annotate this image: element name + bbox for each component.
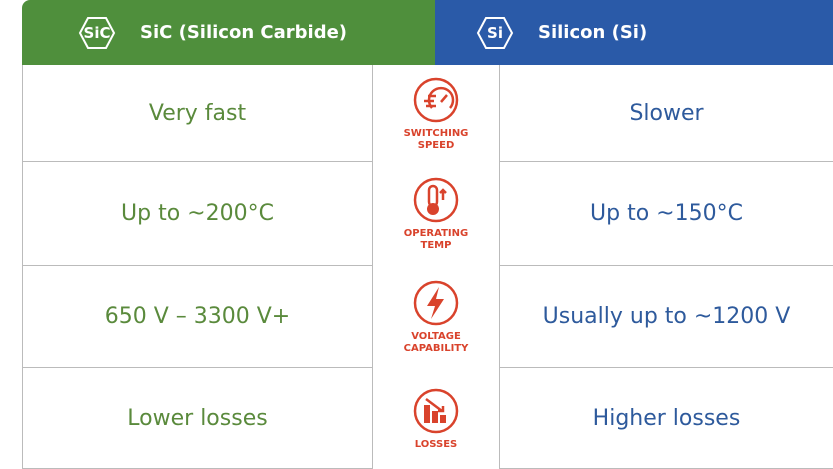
property-label-line: CAPABILITY bbox=[403, 343, 469, 354]
sic-cell: Lower losses bbox=[22, 368, 372, 469]
si-header: Si Silicon (Si) bbox=[435, 0, 833, 65]
property-label-line: OPERATING bbox=[403, 228, 469, 239]
property-icon bbox=[412, 76, 460, 124]
property-label: VOLTAGE CAPABILITY bbox=[404, 331, 469, 355]
sic-cell: Up to ~200°C bbox=[22, 162, 372, 266]
property-icon bbox=[412, 176, 460, 224]
sic-cell: 650 V – 3300 V+ bbox=[22, 266, 372, 368]
si-cell: Up to ~150°C bbox=[500, 162, 833, 266]
sic-header: SiC SiC (Silicon Carbide) bbox=[22, 0, 435, 65]
si-badge-text: Si bbox=[487, 23, 503, 42]
property: LOSSES bbox=[372, 368, 500, 469]
property-label-line: SWITCHING bbox=[403, 127, 469, 139]
sic-cell: Very fast bbox=[22, 65, 372, 162]
si-cell: Slower bbox=[500, 65, 833, 162]
property-icon bbox=[412, 279, 460, 327]
property-label-line: TEMP bbox=[420, 240, 452, 251]
property-label-line: LOSSES bbox=[414, 438, 458, 450]
property: SWITCHING SPEED bbox=[372, 65, 500, 162]
property-icon bbox=[412, 387, 460, 435]
sic-badge-text: SiC bbox=[83, 23, 111, 42]
sic-title: SiC (Silicon Carbide) bbox=[140, 22, 348, 43]
property-label-line: VOLTAGE bbox=[411, 331, 461, 342]
property: VOLTAGE CAPABILITY bbox=[372, 266, 500, 368]
property-label-line: SPEED bbox=[417, 139, 455, 151]
si-cell: Higher losses bbox=[500, 368, 833, 469]
property-label: OPERATING TEMP bbox=[404, 228, 468, 252]
sic-badge: SiC bbox=[72, 16, 122, 50]
si-badge: Si bbox=[470, 16, 520, 50]
property-label: SWITCHING SPEED bbox=[404, 128, 469, 152]
si-title: Silicon (Si) bbox=[538, 22, 648, 43]
property: OPERATING TEMP bbox=[372, 162, 500, 266]
property-label: LOSSES bbox=[415, 439, 458, 451]
si-cell: Usually up to ~1200 V bbox=[500, 266, 833, 368]
